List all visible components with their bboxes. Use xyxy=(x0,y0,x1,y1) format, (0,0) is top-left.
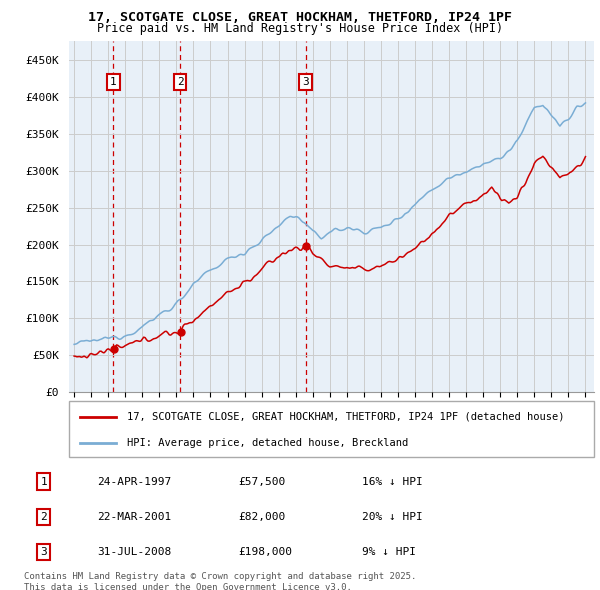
Text: £198,000: £198,000 xyxy=(238,547,292,557)
Text: Price paid vs. HM Land Registry's House Price Index (HPI): Price paid vs. HM Land Registry's House … xyxy=(97,22,503,35)
Text: 31-JUL-2008: 31-JUL-2008 xyxy=(97,547,172,557)
Text: 3: 3 xyxy=(40,547,47,557)
Text: 17, SCOTGATE CLOSE, GREAT HOCKHAM, THETFORD, IP24 1PF: 17, SCOTGATE CLOSE, GREAT HOCKHAM, THETF… xyxy=(88,11,512,24)
Text: 17, SCOTGATE CLOSE, GREAT HOCKHAM, THETFORD, IP24 1PF (detached house): 17, SCOTGATE CLOSE, GREAT HOCKHAM, THETF… xyxy=(127,412,564,422)
Text: HPI: Average price, detached house, Breckland: HPI: Average price, detached house, Brec… xyxy=(127,438,408,448)
FancyBboxPatch shape xyxy=(69,401,594,457)
Text: 16% ↓ HPI: 16% ↓ HPI xyxy=(362,477,423,487)
Text: £57,500: £57,500 xyxy=(238,477,286,487)
Text: 1: 1 xyxy=(40,477,47,487)
Text: 1: 1 xyxy=(110,77,117,87)
Text: 20% ↓ HPI: 20% ↓ HPI xyxy=(362,512,423,522)
Text: 2: 2 xyxy=(177,77,184,87)
Text: 24-APR-1997: 24-APR-1997 xyxy=(97,477,172,487)
Text: 2: 2 xyxy=(40,512,47,522)
Text: 9% ↓ HPI: 9% ↓ HPI xyxy=(362,547,416,557)
Text: Contains HM Land Registry data © Crown copyright and database right 2025.
This d: Contains HM Land Registry data © Crown c… xyxy=(24,572,416,590)
Text: 3: 3 xyxy=(302,77,309,87)
Text: £82,000: £82,000 xyxy=(238,512,286,522)
Text: 22-MAR-2001: 22-MAR-2001 xyxy=(97,512,172,522)
